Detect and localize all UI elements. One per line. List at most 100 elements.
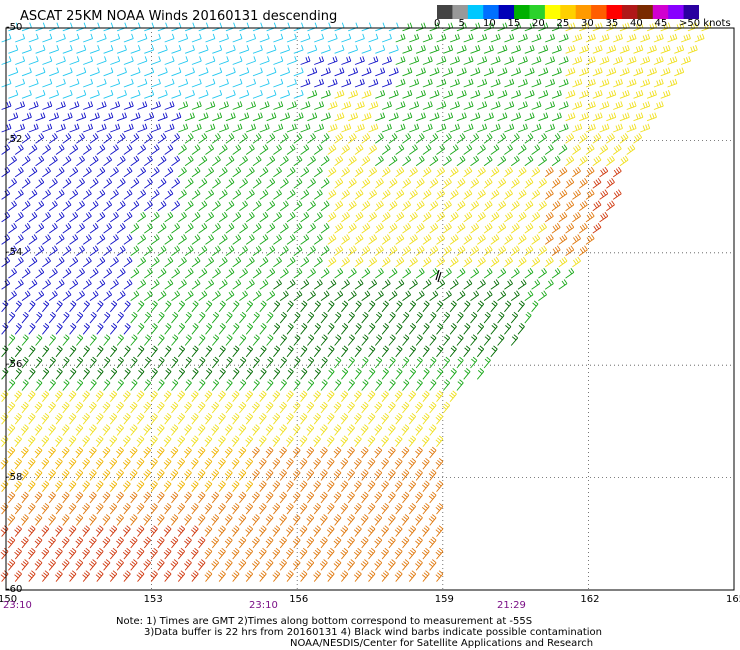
wind-barb — [156, 491, 165, 504]
wind-barb — [428, 401, 437, 414]
wind-barb — [585, 144, 595, 155]
colorbar-swatch — [683, 5, 700, 19]
wind-barb — [374, 356, 383, 369]
wind-barb — [428, 469, 437, 481]
wind-barb — [565, 268, 575, 279]
wind-barb — [239, 89, 250, 99]
wind-barb — [531, 211, 541, 223]
wind-barb — [69, 368, 77, 380]
wind-barb — [198, 67, 209, 77]
wind-barb — [313, 412, 321, 425]
wind-barb — [300, 166, 310, 178]
wind-barb — [62, 67, 73, 77]
wind-barb — [388, 67, 399, 77]
wind-barb — [354, 123, 365, 133]
x-tick-label: 156 — [289, 594, 309, 605]
wind-barb — [266, 245, 276, 256]
wind-barb — [82, 323, 90, 335]
wind-barb — [177, 300, 186, 313]
wind-barb — [7, 401, 16, 414]
wind-barb — [177, 435, 186, 447]
wind-barb — [422, 189, 432, 200]
wind-barb — [7, 491, 16, 504]
wind-barb — [422, 345, 430, 358]
note-line-2: 3)Data buffer is 22 hrs from 20160131 4)… — [144, 627, 602, 638]
wind-barb — [381, 547, 389, 560]
wind-barb — [198, 45, 209, 54]
wind-barb — [273, 234, 282, 245]
wind-barb — [157, 290, 167, 301]
wind-barb — [95, 502, 104, 515]
wind-barb — [14, 323, 22, 335]
wind-barb — [7, 514, 16, 526]
wind-barb — [387, 559, 396, 571]
wind-barb — [320, 536, 328, 549]
wind-barb — [422, 234, 432, 245]
wind-barb — [572, 56, 583, 65]
wind-barb — [198, 112, 209, 122]
wind-barb — [266, 67, 277, 77]
plot-frame — [5, 27, 735, 591]
wind-barb — [27, 480, 36, 492]
wind-barb — [592, 155, 602, 167]
wind-barb — [14, 547, 22, 560]
wind-barb — [150, 390, 158, 402]
wind-barb — [477, 33, 488, 43]
wind-barb — [252, 133, 262, 144]
wind-barb — [293, 290, 303, 301]
wind-barb — [307, 67, 318, 77]
wind-barb — [28, 144, 38, 155]
wind-barb — [184, 311, 192, 324]
wind-barb — [279, 268, 289, 279]
wind-barb — [157, 334, 165, 346]
wind-barb — [470, 334, 478, 346]
wind-barb — [69, 101, 80, 110]
wind-barb — [395, 144, 405, 155]
wind-barb — [504, 256, 513, 268]
wind-barb — [190, 502, 199, 515]
wind-barb — [415, 356, 423, 369]
wind-barb — [218, 234, 228, 245]
wind-barb — [259, 256, 269, 268]
wind-barb — [34, 491, 43, 504]
wind-barb — [306, 514, 315, 526]
wind-barb — [27, 390, 36, 402]
wind-barb — [83, 33, 94, 43]
wind-barb — [660, 22, 671, 32]
wind-barb — [334, 311, 342, 324]
wind-barb — [89, 178, 99, 189]
wind-barb — [55, 300, 63, 313]
wind-barb — [578, 223, 588, 234]
wind-barb — [456, 245, 466, 256]
wind-barb — [190, 412, 199, 425]
wind-barb — [96, 234, 106, 245]
wind-barb — [388, 22, 399, 32]
wind-barb — [429, 356, 437, 369]
wind-barb — [245, 234, 255, 245]
wind-barb — [27, 547, 36, 560]
wind-barb — [15, 33, 26, 43]
wind-barb — [252, 67, 263, 77]
wind-barb — [96, 211, 106, 223]
wind-barb — [334, 200, 344, 212]
wind-barb — [660, 89, 671, 99]
wind-barb — [225, 268, 235, 279]
wind-barb — [558, 56, 569, 65]
wind-barb — [82, 502, 90, 515]
wind-barb — [156, 559, 165, 571]
wind-barb — [313, 211, 323, 223]
wind-barb — [327, 144, 337, 155]
wind-barb — [21, 356, 29, 369]
wind-barb — [674, 45, 685, 54]
wind-barb — [293, 379, 301, 391]
wind-barb — [415, 311, 423, 324]
wind-barb — [368, 279, 378, 290]
wind-barb — [300, 33, 311, 43]
wind-barb — [103, 245, 113, 256]
wind-barb — [136, 435, 145, 447]
wind-barb — [429, 45, 440, 54]
wind-barb — [477, 123, 488, 133]
wind-barb — [490, 323, 498, 335]
wind-barb — [299, 457, 308, 470]
wind-barb — [477, 101, 488, 110]
